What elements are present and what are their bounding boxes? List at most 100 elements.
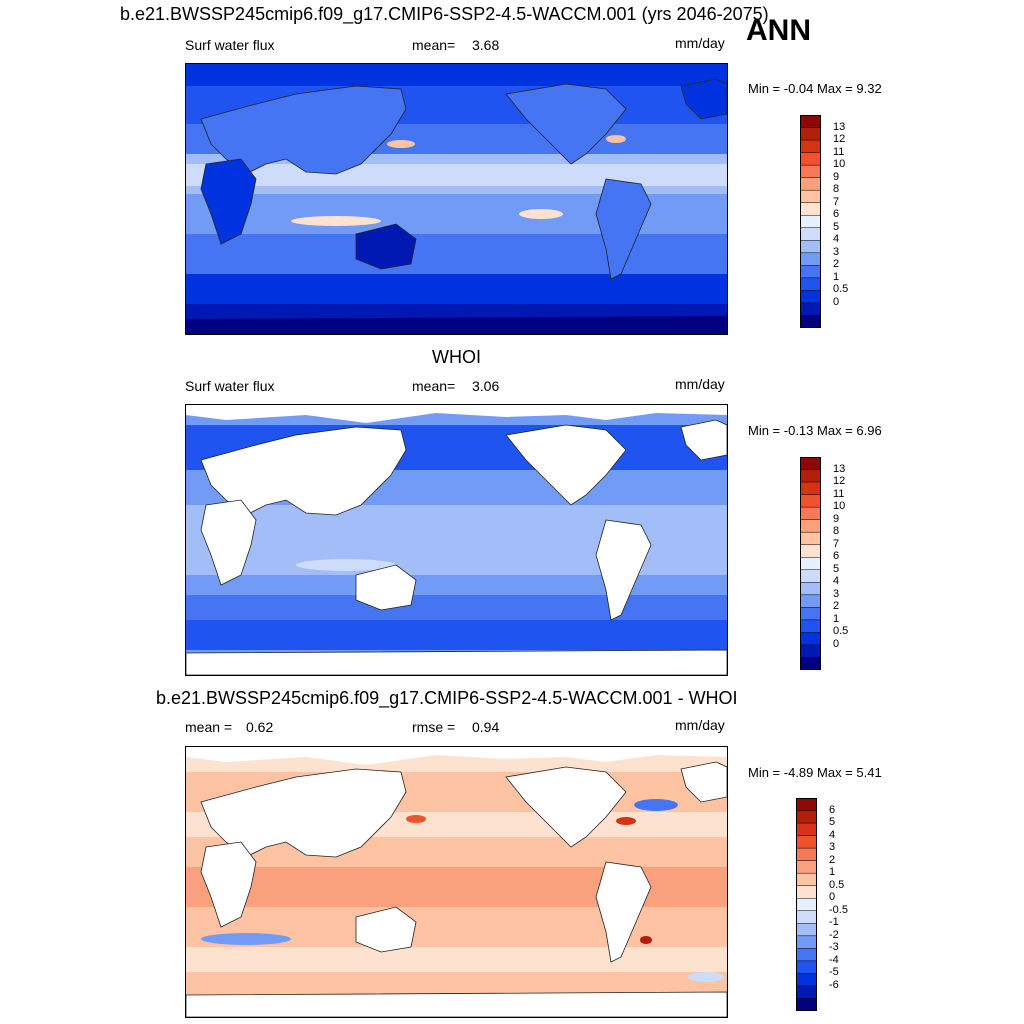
panel3-units: mm/day [675,717,725,733]
p1-gulfstream [606,135,626,143]
colorbar-tick-label: 1 [833,270,840,283]
panel1-colorbar-svg [799,114,822,329]
panel3-colorbar [795,797,818,1012]
p1-warm-indian [291,216,381,226]
panel3-map [185,746,728,1018]
colorbar-swatch [799,481,822,496]
panel1-mean-label: mean= [412,37,456,53]
colorbar-swatch [795,847,818,862]
colorbar-swatch [799,214,822,229]
main-title: b.e21.BWSSP245cmip6.f09_g17.CMIP6-SSP2-4… [120,4,769,24]
colorbar-tick-label: 13 [833,462,846,475]
colorbar-tick-label: 13 [833,120,846,133]
p1-australia [355,223,417,270]
p1-africa [200,158,257,245]
colorbar-tick-label: 7 [833,195,840,208]
colorbar-tick-label: -2 [829,928,839,941]
colorbar-swatch [799,644,822,659]
panel2-map [185,404,728,676]
p3-africa [200,841,257,928]
colorbar-tick-label: 6 [833,208,840,221]
colorbar-tick-label: 0 [833,637,840,650]
p3-neg-south [688,972,724,982]
colorbar-tick-label: 4 [829,828,836,841]
colorbar-tick-label: 10 [833,158,846,171]
colorbar-tick-label: 3 [829,841,836,854]
colorbar-tick-label: 8 [833,183,840,196]
colorbar-swatch [799,152,822,166]
colorbar-tick-label: 7 [833,537,840,550]
p2-europe-east [680,419,727,461]
p2-band-tropics [186,505,727,530]
colorbar-swatch [795,948,818,962]
panel2-units: mm/day [675,376,725,392]
colorbar-swatch [795,885,818,899]
p3-band-s-high [186,947,727,972]
p1-kuroshio [387,140,415,148]
p1-europe-east [680,78,727,120]
colorbar-tick-label: 4 [833,575,840,588]
panel1-variable: Surf water flux [185,37,275,53]
panel3-title: b.e21.BWSSP245cmip6.f09_g17.CMIP6-SSP2-4… [156,688,738,708]
colorbar-swatch [799,632,822,646]
colorbar-swatch [799,302,822,317]
colorbar-tick-label: 2 [833,600,840,613]
colorbar-swatch [799,202,822,216]
colorbar-swatch [799,127,822,141]
colorbar-swatch [799,506,822,521]
panel2-min-max: Min = -0.13 Max = 6.96 [748,423,882,438]
p1-band-arctic [186,64,727,86]
colorbar-swatch [795,960,818,975]
colorbar-swatch [799,164,822,179]
panel1-min-max: Min = -0.04 Max = 9.32 [748,81,882,96]
p3-pos-gulfstream [616,817,636,825]
colorbar-tick-label: -6 [829,978,839,991]
colorbar-swatch [799,114,822,129]
colorbar-swatch [799,252,822,267]
colorbar-tick-label: 10 [833,500,846,513]
p3-pos-kuroshio [406,815,426,823]
colorbar-swatch [799,277,822,292]
p3-arctic-nodata [186,747,727,765]
colorbar-swatch [799,227,822,242]
colorbar-tick-label: 0 [829,891,836,904]
colorbar-swatch [799,456,822,471]
panel2-mean-value: 3.06 [472,378,500,394]
p1-band-itcz [186,164,727,186]
p1-band-s-mid [186,234,727,274]
colorbar-swatch [795,835,818,849]
panel2-mean-label: mean= [412,378,456,394]
p3-north-america [505,766,627,848]
colorbar-swatch [799,177,822,191]
colorbar-tick-label: 4 [833,233,840,246]
p2-south-america [595,519,652,621]
colorbar-outline [800,457,821,670]
colorbar-swatch [799,531,822,546]
p2-north-america [505,424,627,506]
colorbar-swatch [795,872,818,887]
colorbar-tick-label: 11 [833,487,845,500]
colorbar-tick-label: -4 [829,953,839,966]
colorbar-tick-label: 2 [833,258,840,271]
colorbar-swatch [795,897,818,912]
colorbar-swatch [799,290,822,304]
p3-pos-south-atlantic [640,936,652,944]
colorbar-swatch [795,998,818,1012]
p2-band-southern [186,620,727,650]
colorbar-tick-label: 0 [833,295,840,308]
colorbar-tick-label: 9 [833,170,840,183]
colorbar-tick-label: 3 [833,245,840,258]
colorbar-tick-label: -5 [829,966,839,979]
colorbar-tick-label: -1 [829,916,839,929]
colorbar-tick-label: -0.5 [829,903,848,916]
colorbar-swatch [795,935,818,950]
colorbar-tick-label: 9 [833,512,840,525]
colorbar-outline [800,115,821,328]
p2-australia [355,564,417,611]
colorbar-tick-label: 1 [829,866,836,879]
colorbar-swatch [799,556,822,571]
p3-south-america [595,861,652,963]
colorbar-tick-label: 0.5 [833,625,849,638]
colorbar-tick-label: 5 [833,220,840,233]
colorbar-swatch [799,607,822,621]
